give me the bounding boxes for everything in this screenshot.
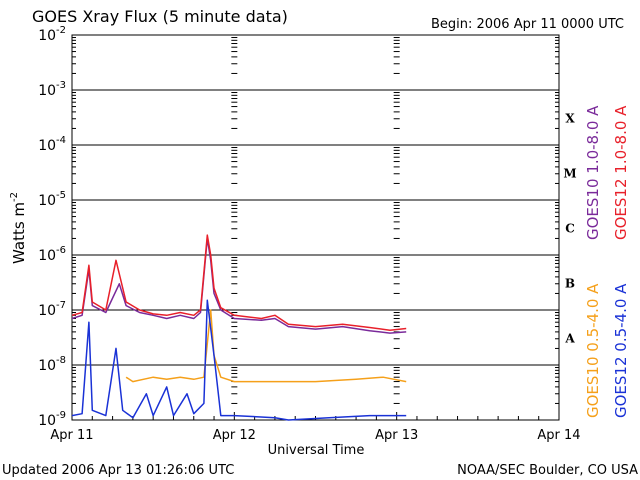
svg-text:GOES12 0.5-4.0 A: GOES12 0.5-4.0 A	[612, 283, 630, 418]
y-tick-labels: 10-210-310-410-510-610-710-810-9	[38, 25, 66, 429]
x-tick-label: Apr 13	[375, 428, 418, 443]
series-line	[125, 309, 407, 383]
grid-lines	[71, 34, 560, 421]
y-tick-base: 10	[38, 413, 56, 429]
y-tick-base: 10	[38, 193, 56, 209]
y-tick-exponent: -6	[56, 245, 66, 256]
y-tick-exponent: -9	[56, 410, 66, 421]
updated-timestamp: Updated 2006 Apr 13 01:26:06 UTC	[2, 463, 234, 478]
y-tick-exponent: -7	[56, 300, 66, 311]
svg-text:GOES10 0.5-4.0 A: GOES10 0.5-4.0 A	[584, 283, 602, 418]
flare-class-label: B	[565, 277, 575, 291]
series-line	[71, 234, 407, 331]
y-axis-label-exp: -2	[9, 192, 20, 202]
x-axis-label: Universal Time	[268, 443, 365, 458]
series-lines	[71, 234, 407, 421]
flare-class-labels: X M C B A	[563, 112, 576, 346]
legend-goes10-long: GOES10 1.0-8.0 A	[584, 105, 602, 240]
x-tick-label: Apr 12	[213, 428, 256, 443]
plot-frame	[71, 34, 560, 421]
legend-upper: GOES10 1.0-8.0 A	[584, 105, 602, 240]
chart-title: GOES Xray Flux (5 minute data)	[32, 7, 288, 26]
flare-class-label: C	[565, 222, 575, 236]
series-line	[71, 299, 407, 421]
y-tick-label: 10-5	[38, 190, 66, 209]
y-tick-label: 10-3	[38, 80, 66, 99]
y-tick-label: 10-7	[38, 300, 66, 319]
begin-label: Begin: 2006 Apr 11 0000 UTC	[431, 17, 624, 32]
y-axis-label: Watts m-2	[9, 192, 28, 264]
y-tick-label: 10-9	[38, 410, 66, 429]
x-tick-labels: Apr 11 Apr 12 Apr 13 Apr 14	[50, 428, 580, 443]
y-tick-label: 10-8	[38, 355, 66, 374]
svg-text:GOES12 1.0-8.0 A: GOES12 1.0-8.0 A	[612, 105, 630, 240]
y-tick-base: 10	[38, 138, 56, 154]
y-tick-exponent: -5	[56, 190, 66, 201]
x-tick-label: Apr 14	[537, 428, 580, 443]
y-tick-base: 10	[38, 28, 56, 44]
legend-lower: GOES10 0.5-4.0 A	[584, 283, 602, 418]
credit-label: NOAA/SEC Boulder, CO USA	[457, 463, 638, 478]
legend-goes12-short: GOES12 0.5-4.0 A	[612, 283, 630, 418]
y-tick-label: 10-2	[38, 25, 66, 44]
flare-class-label: X	[565, 112, 575, 126]
legend-goes12-long: GOES12 1.0-8.0 A	[612, 105, 630, 240]
legend-upper-2: GOES12 1.0-8.0 A	[612, 105, 630, 240]
svg-text:GOES10 1.0-8.0 A: GOES10 1.0-8.0 A	[584, 105, 602, 240]
svg-text:Watts m-2: Watts m-2	[9, 192, 28, 264]
y-tick-exponent: -2	[56, 25, 66, 36]
y-tick-exponent: -3	[56, 80, 66, 91]
y-tick-base: 10	[38, 83, 56, 99]
y-tick-base: 10	[38, 248, 56, 264]
legend-lower-2: GOES12 0.5-4.0 A	[612, 283, 630, 418]
flare-class-label: M	[563, 167, 576, 181]
y-axis-label-text: Watts m	[10, 202, 28, 264]
y-tick-label: 10-4	[38, 135, 66, 154]
x-tick-label: Apr 11	[50, 428, 93, 443]
legend-goes10-short: GOES10 0.5-4.0 A	[584, 283, 602, 418]
y-tick-label: 10-6	[38, 245, 66, 264]
y-tick-exponent: -8	[56, 355, 66, 366]
flare-class-label: A	[564, 332, 575, 346]
y-tick-base: 10	[38, 358, 56, 374]
y-tick-base: 10	[38, 303, 56, 319]
y-tick-exponent: -4	[56, 135, 66, 146]
